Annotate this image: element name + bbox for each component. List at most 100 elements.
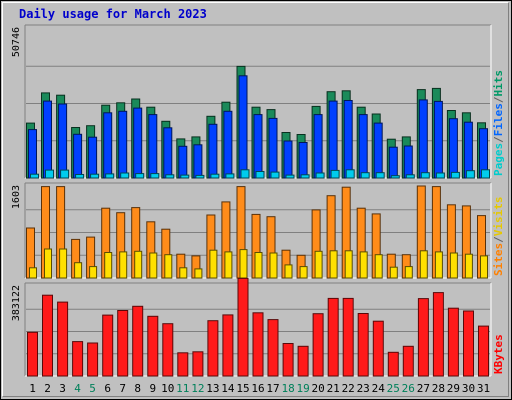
bar-files-day-21 bbox=[328, 100, 338, 179]
bar-files-day-7 bbox=[118, 110, 128, 179]
bar-kbytes-day-17 bbox=[267, 319, 279, 377]
x-tick-label-day-29: 29 bbox=[447, 382, 460, 395]
bar-sites-day-18 bbox=[284, 264, 293, 279]
bar-kbytes-day-3 bbox=[57, 301, 69, 377]
bar-files-day-1 bbox=[28, 129, 37, 179]
bar-sites-day-30 bbox=[464, 253, 473, 279]
bar-sites-day-31 bbox=[480, 255, 488, 279]
bar-kbytes-day-31 bbox=[478, 325, 489, 377]
bar-kbytes-day-15 bbox=[237, 277, 249, 377]
bar-files-day-14 bbox=[223, 110, 233, 179]
bar-kbytes-day-25 bbox=[387, 351, 399, 377]
bar-sites-day-24 bbox=[374, 254, 383, 279]
bar-kbytes-day-27 bbox=[417, 298, 429, 377]
x-tick-label-day-17: 17 bbox=[266, 382, 279, 395]
bar-kbytes-day-23 bbox=[357, 313, 369, 377]
bar-sites-day-20 bbox=[314, 250, 323, 279]
chart-title: Daily usage for March 2023 bbox=[19, 7, 207, 21]
bar-kbytes-day-19 bbox=[297, 345, 309, 377]
bar-kbytes-day-12 bbox=[192, 351, 204, 377]
bar-pages-day-3 bbox=[60, 169, 70, 179]
bar-files-day-3 bbox=[58, 103, 68, 179]
bar-pages-day-13 bbox=[210, 173, 220, 179]
panel-hits-files-pages-ylabel-part: Files bbox=[492, 103, 505, 136]
bar-pages-day-25 bbox=[390, 175, 400, 179]
bar-files-day-10 bbox=[163, 127, 173, 179]
bar-kbytes-day-14 bbox=[222, 314, 234, 377]
x-tick-label-day-1: 1 bbox=[29, 382, 36, 395]
bar-pages-day-30 bbox=[465, 170, 475, 179]
bar-kbytes-day-26 bbox=[402, 345, 414, 377]
x-tick-label-day-25: 25 bbox=[387, 382, 400, 395]
bar-sites-day-28 bbox=[434, 251, 443, 279]
bar-kbytes-day-10 bbox=[162, 323, 174, 377]
x-tick-label-day-4: 4 bbox=[74, 382, 81, 395]
bar-files-day-6 bbox=[103, 112, 113, 179]
bar-files-day-22 bbox=[343, 100, 353, 179]
panel-hits-files-pages-ylabel-part: Pages bbox=[492, 143, 505, 176]
bar-sites-day-12 bbox=[194, 268, 203, 279]
bar-kbytes-day-7 bbox=[117, 310, 129, 377]
x-tick-label-day-22: 22 bbox=[342, 382, 355, 395]
bar-pages-day-19 bbox=[300, 174, 310, 179]
bar-files-day-27 bbox=[418, 99, 428, 179]
x-tick-label-day-26: 26 bbox=[402, 382, 415, 395]
bar-sites-day-1 bbox=[29, 267, 37, 279]
panel-kbytes-ylabel: KBytes bbox=[492, 334, 505, 374]
bar-files-day-19 bbox=[298, 142, 308, 179]
bar-files-day-13 bbox=[208, 123, 218, 179]
bar-kbytes-day-2 bbox=[42, 294, 53, 377]
bar-pages-day-11 bbox=[180, 174, 190, 179]
bar-kbytes-day-18 bbox=[282, 343, 294, 377]
bar-kbytes-day-8 bbox=[132, 305, 144, 377]
bar-kbytes-day-5 bbox=[87, 342, 99, 377]
bar-files-day-18 bbox=[283, 140, 293, 179]
bar-files-day-26 bbox=[403, 145, 413, 179]
bar-pages-day-6 bbox=[105, 173, 115, 179]
x-tick-label-day-8: 8 bbox=[134, 382, 141, 395]
bar-sites-day-21 bbox=[329, 250, 338, 279]
bar-pages-day-28 bbox=[435, 172, 445, 179]
bar-pages-day-5 bbox=[90, 173, 100, 179]
x-tick-label-day-23: 23 bbox=[357, 382, 370, 395]
bar-kbytes-day-29 bbox=[447, 307, 459, 377]
bar-sites-day-16 bbox=[254, 252, 263, 279]
bar-files-day-4 bbox=[73, 133, 83, 179]
x-tick-label-day-14: 14 bbox=[221, 382, 235, 395]
bar-pages-day-23 bbox=[360, 172, 370, 179]
panel-visits-sites-ylabel-part: Visits bbox=[492, 197, 505, 237]
panel-kbytes-ymax-label: 383122 bbox=[11, 285, 22, 321]
panel-kbytes-ylabel-part: KBytes bbox=[492, 334, 505, 374]
bar-kbytes-day-11 bbox=[177, 352, 189, 377]
bar-pages-day-14 bbox=[225, 173, 235, 179]
x-tick-label-day-28: 28 bbox=[432, 382, 445, 395]
bar-files-day-11 bbox=[178, 145, 188, 179]
bar-sites-day-29 bbox=[449, 252, 458, 279]
bar-sites-day-5 bbox=[89, 266, 98, 279]
bar-pages-day-12 bbox=[195, 174, 205, 179]
panel-hits-files-pages-ylabel: Pages/Files/Hits bbox=[492, 70, 505, 176]
x-tick-label-day-20: 20 bbox=[311, 382, 324, 395]
bar-files-day-25 bbox=[388, 146, 398, 179]
bar-files-day-30 bbox=[463, 121, 473, 179]
x-tick-label-day-12: 12 bbox=[191, 382, 204, 395]
bar-sites-day-23 bbox=[359, 251, 368, 279]
bar-pages-day-16 bbox=[255, 171, 265, 179]
panel-hits-files-pages-ylabel-part: Hits bbox=[492, 70, 505, 97]
panel-visits-sites-ymax-label: 1603 bbox=[11, 185, 22, 209]
bar-sites-day-7 bbox=[119, 251, 128, 279]
bar-sites-day-9 bbox=[149, 252, 158, 279]
panel-hits-files-pages-ylabel-part: / bbox=[492, 96, 505, 103]
bar-pages-day-29 bbox=[450, 171, 460, 179]
bar-pages-day-8 bbox=[135, 173, 145, 179]
bar-sites-day-27 bbox=[419, 250, 428, 279]
panel-visits-sites-ylabel-part: Sites bbox=[492, 243, 505, 276]
bar-sites-day-26 bbox=[404, 266, 413, 279]
x-tick-label-day-13: 13 bbox=[206, 382, 219, 395]
bar-sites-day-3 bbox=[59, 248, 68, 279]
bar-pages-day-20 bbox=[315, 172, 325, 179]
x-tick-label-day-24: 24 bbox=[372, 382, 386, 395]
bar-files-day-9 bbox=[148, 114, 158, 179]
bar-sites-day-25 bbox=[389, 266, 398, 279]
x-tick-label-day-15: 15 bbox=[236, 382, 249, 395]
